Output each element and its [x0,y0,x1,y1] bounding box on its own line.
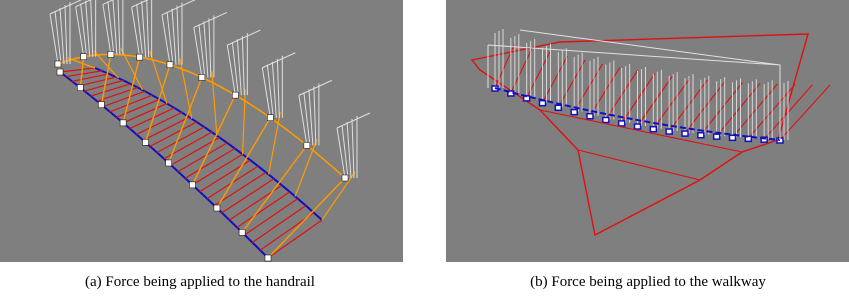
node [587,114,593,119]
node [555,105,561,110]
node [214,205,220,211]
node [666,129,672,134]
node [166,160,172,166]
node [167,62,173,68]
node [199,74,205,80]
node [189,182,195,188]
node [57,69,63,75]
node [603,117,609,122]
caption-a: (a) Force being applied to the handrail [85,274,315,290]
node [619,121,625,126]
node [232,92,238,98]
node [265,255,271,261]
node [698,133,704,138]
node [98,102,104,108]
node [108,51,114,57]
node [635,124,641,129]
caption-b: (b) Force being applied to the walkway [530,274,766,290]
node [137,54,143,60]
node [55,61,61,67]
node [267,115,273,121]
node [143,139,149,145]
figure: (a) Force being applied to the handrail … [0,0,849,300]
node [571,110,577,115]
node [304,142,310,148]
node [730,135,736,140]
node [77,85,83,91]
node [540,101,546,106]
page: (a) Force being applied to the handrail … [0,0,849,300]
node [120,120,126,126]
node [81,54,87,60]
node [239,229,245,235]
node [342,175,348,181]
node [714,134,720,139]
node [650,127,656,132]
node [682,131,688,136]
